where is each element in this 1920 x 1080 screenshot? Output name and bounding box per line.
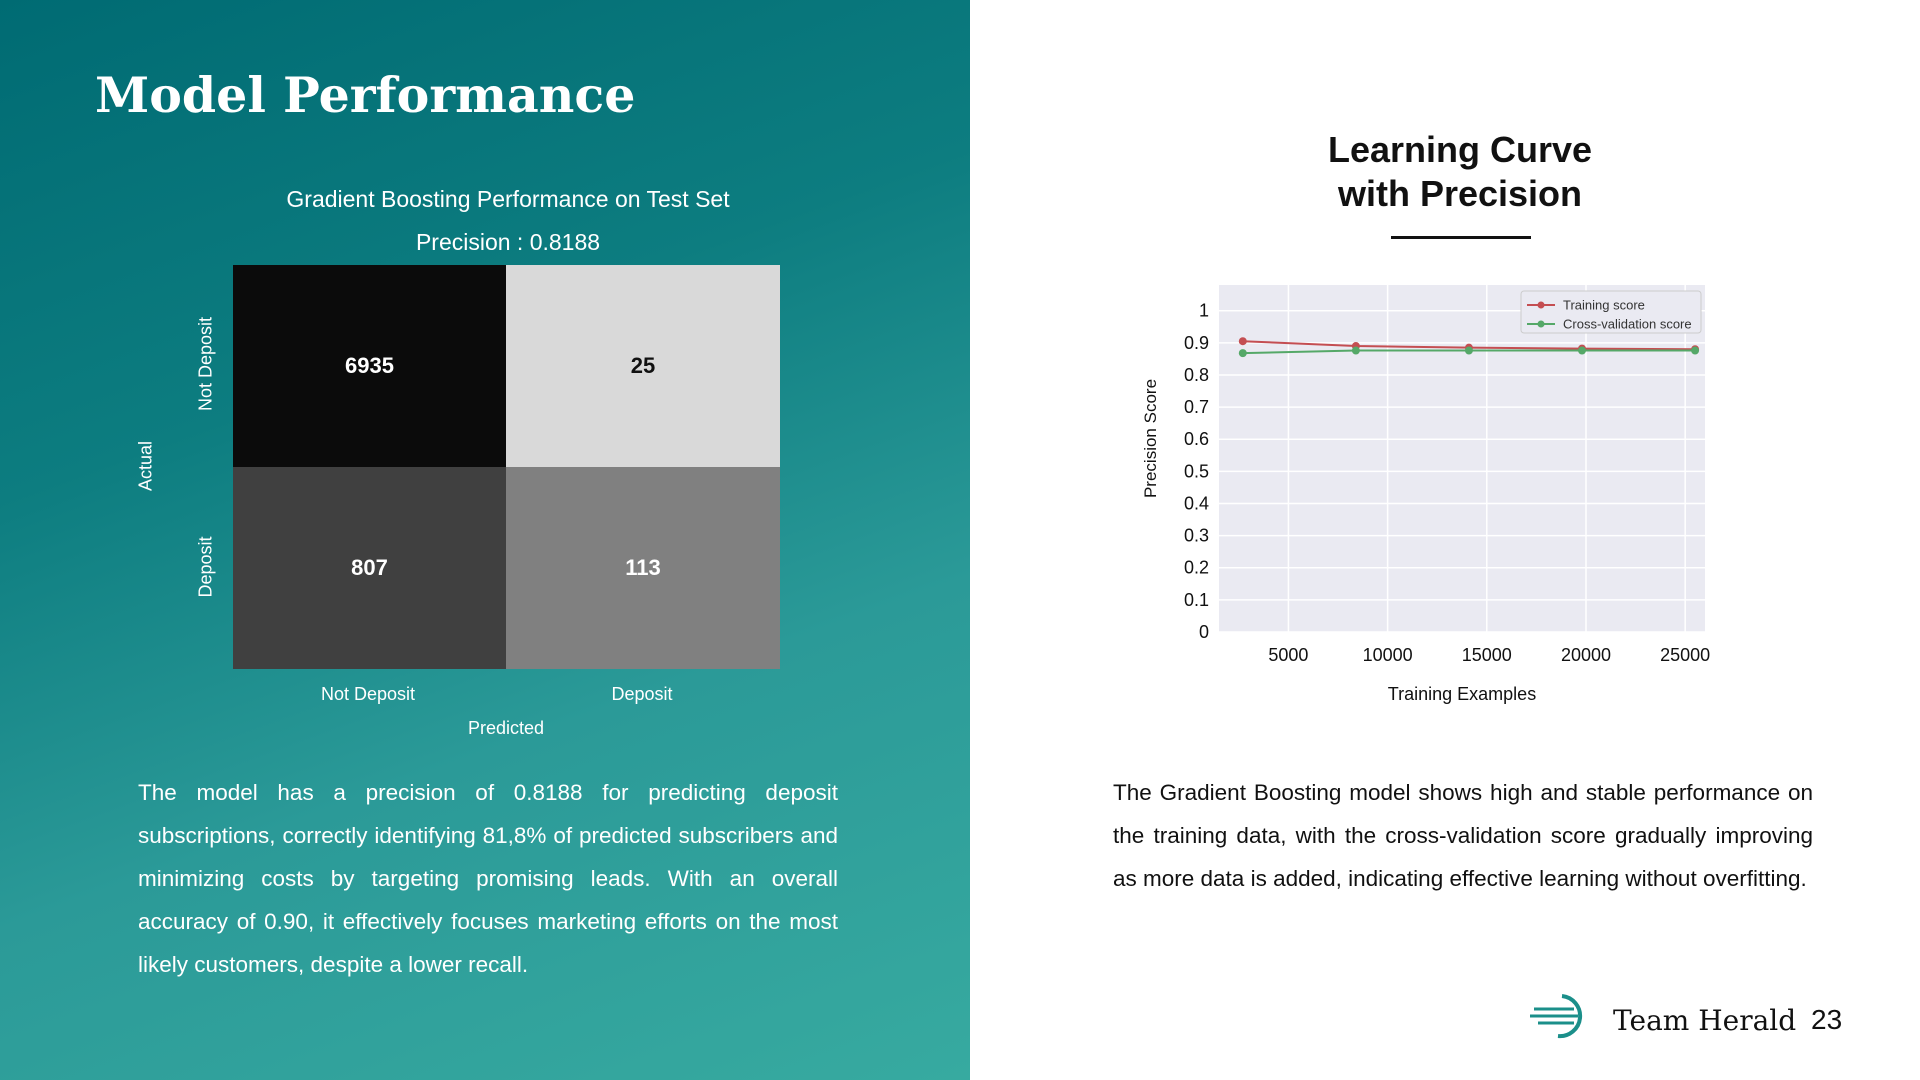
- left-description: The model has a precision of 0.8188 for …: [138, 780, 838, 977]
- series-point: [1351, 346, 1360, 355]
- series-point: [1691, 346, 1700, 355]
- legend-swatch-marker: [1537, 320, 1545, 328]
- legend-label: Training score: [1563, 298, 1645, 313]
- x-tick-label: 10000: [1363, 645, 1413, 665]
- brand-name: Team Herald: [1613, 1004, 1797, 1037]
- y-tick-label: 0.8: [1184, 365, 1209, 385]
- x-tick-label: 25000: [1660, 645, 1710, 665]
- y-tick-label: 0.5: [1184, 461, 1209, 481]
- slide-title: Model Performance: [95, 66, 636, 124]
- cm-cell-value: 113: [625, 555, 661, 580]
- cm-x-axis-label: Predicted: [467, 718, 545, 738]
- legend-label: Cross-validation score: [1563, 317, 1692, 332]
- x-tick-label: 20000: [1561, 645, 1611, 665]
- right-description: The Gradient Boosting model shows high a…: [1113, 780, 1813, 891]
- y-tick-label: 0: [1199, 622, 1209, 642]
- cm-cell-not-deposit-not-deposit: 6935: [233, 265, 506, 467]
- cm-x-tick-not-deposit: Not Deposit: [320, 684, 416, 704]
- confusion-matrix-title: Gradient Boosting Performance on Test Se…: [286, 186, 730, 212]
- legend-box: [1520, 290, 1702, 334]
- page-number: 23: [1811, 1004, 1843, 1035]
- team-herald-logo-icon: [1530, 994, 1583, 1039]
- y-tick-label: 0.1: [1184, 590, 1209, 610]
- series-point: [1464, 346, 1473, 355]
- learning-curve-title-line2: with Precision: [1337, 173, 1583, 214]
- legend-swatch-marker: [1537, 301, 1545, 309]
- y-tick-label: 0.7: [1184, 397, 1209, 417]
- y-tick-label: 0.2: [1184, 558, 1209, 578]
- y-tick-label: 0.9: [1184, 333, 1209, 353]
- learning-curve-title: Learning Curve with Precision: [1260, 128, 1660, 216]
- series-point: [1238, 337, 1247, 346]
- confusion-matrix-subtitle: Precision : 0.8188: [415, 229, 601, 255]
- y-tick-label: 0.6: [1184, 429, 1209, 449]
- cm-y-tick-not-deposit: Not Deposit: [195, 316, 216, 412]
- cm-cell-not-deposit-deposit: 25: [506, 265, 780, 467]
- cm-cell-deposit-deposit: 113: [506, 467, 780, 669]
- learning-curve-chart: 5000 10000 15000 20000 25000 0 0.1 0.2 0.3 0.4 0.5…: [1141, 285, 1710, 704]
- x-tick-label: 15000: [1462, 645, 1512, 665]
- x-tick-label: 5000: [1268, 645, 1308, 665]
- y-tick-label: 0.3: [1184, 526, 1209, 546]
- series-point: [1238, 349, 1247, 358]
- series-point: [1578, 346, 1587, 355]
- cm-cell-value: 25: [630, 353, 656, 378]
- cm-cell-value: 807: [351, 555, 388, 580]
- cm-x-tick-deposit: Deposit: [611, 684, 673, 704]
- left-panel: Model Performance Gradient Boosting Perf…: [0, 0, 970, 1080]
- learning-curve-title-line1: Learning Curve: [1327, 129, 1593, 170]
- plot-area: [1219, 285, 1705, 632]
- cm-y-axis-label: Actual: [135, 440, 156, 492]
- confusion-matrix-grid: 6935 25 807 113: [233, 265, 780, 669]
- y-tick-label: 0.4: [1184, 493, 1209, 513]
- y-axis-label: Precision Score: [1141, 379, 1160, 498]
- cm-cell-value: 6935: [345, 353, 394, 378]
- x-axis-label: Training Examples: [1388, 684, 1536, 704]
- y-tick-label: 1: [1199, 301, 1209, 321]
- cm-cell-deposit-not-deposit: 807: [233, 467, 506, 669]
- cm-y-tick-deposit: Deposit: [195, 536, 216, 598]
- title-underline: [1391, 236, 1531, 239]
